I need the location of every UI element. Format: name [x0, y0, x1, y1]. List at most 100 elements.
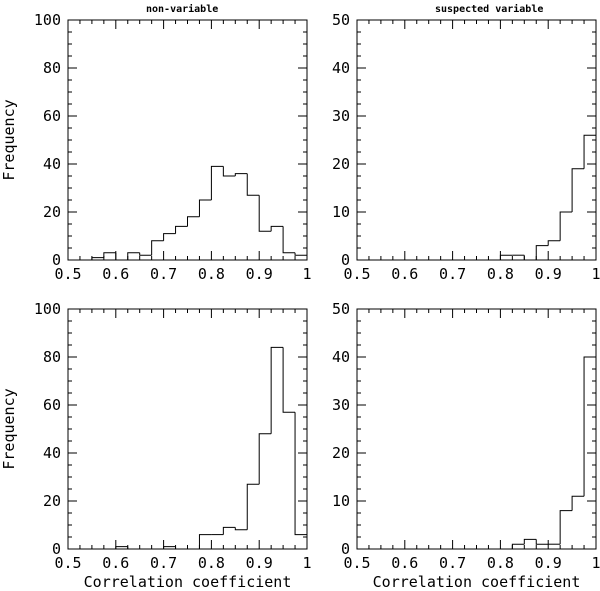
panel-non-variable: 0.5 0.6 0.7 0.8 0.9 1 0 20 40 60 80 100 non-variable…: [0, 3, 312, 283]
x-tick-label: 0.9: [535, 265, 562, 283]
histogram-bin: [258, 433, 272, 485]
histogram-bin: [583, 134, 597, 260]
x-tick-label: 0.5: [54, 554, 81, 572]
y-axis-label: Frequency: [0, 99, 18, 180]
x-tick-label: 0.8: [487, 554, 514, 572]
panel-bottom-left: 0.5 0.6 0.7 0.8 0.9 1 0 20 40 60 80 100 Frequency Cor…: [0, 300, 312, 591]
histogram-bin: [523, 255, 537, 261]
histogram-bin: [246, 173, 260, 196]
y-tick-label: 0: [341, 540, 350, 558]
y-tick-label: 20: [332, 444, 350, 462]
y-tick-label: 100: [34, 300, 61, 318]
y-tick-label: 80: [43, 59, 61, 77]
y-tick-label: 100: [34, 11, 61, 29]
y-tick-label: 40: [43, 444, 61, 462]
x-axis-label: Correlation coefficient: [373, 573, 581, 591]
histogram-bin: [523, 538, 537, 545]
histogram-bin: [210, 165, 224, 200]
y-tick-label: 60: [43, 396, 61, 414]
y-axis-label: Frequency: [0, 388, 18, 469]
histogram-bin: [187, 216, 200, 227]
histogram-bin: [535, 539, 549, 545]
x-tick-label: 0.8: [198, 554, 225, 572]
y-tick-label: 20: [332, 155, 350, 173]
x-axis-label: Correlation coefficient: [84, 573, 292, 591]
x-tick-label: 0.9: [246, 265, 273, 283]
y-tick-label: 0: [341, 251, 350, 269]
histogram-bin: [282, 347, 296, 413]
y-tick-label: 10: [332, 203, 350, 221]
histogram-bin: [258, 195, 272, 232]
x-tick-label: 0.7: [150, 554, 177, 572]
histogram-bin: [163, 233, 176, 241]
x-tick-label: 1: [591, 265, 600, 283]
x-tick-label: 0.5: [343, 554, 370, 572]
y-tick-label: 50: [332, 11, 350, 29]
y-tick-label: 0: [52, 540, 61, 558]
histogram-bin: [139, 252, 152, 256]
x-tick-label: 1: [591, 554, 600, 572]
histogram-bin: [571, 495, 585, 511]
histogram-bin: [294, 412, 308, 549]
y-tick-label: 10: [332, 492, 350, 510]
x-tick-label: 1: [302, 554, 311, 572]
histogram-bin: [559, 211, 573, 241]
histogram-bin: [127, 546, 140, 550]
x-tick-label: 0.5: [54, 265, 81, 283]
x-tick-label: 0.9: [246, 554, 273, 572]
y-tick-label: 20: [43, 203, 61, 221]
x-tick-label: 0.7: [439, 265, 466, 283]
histogram-bin: [294, 252, 308, 260]
y-tick-label: 40: [332, 59, 350, 77]
histogram-bin: [198, 199, 212, 217]
x-tick-label: 0.7: [439, 554, 466, 572]
histogram-bin: [547, 240, 561, 246]
histogram-bin: [282, 226, 296, 254]
histogram-bin: [163, 546, 176, 549]
y-tick-label: 80: [43, 348, 61, 366]
panel-title: non-variable: [146, 3, 218, 15]
histogram-bin: [535, 245, 549, 260]
x-tick-label: 0.6: [102, 554, 129, 572]
histogram-bin: [511, 543, 525, 549]
y-tick-label: 30: [332, 107, 350, 125]
y-tick-label: 40: [43, 155, 61, 173]
y-tick-label: 60: [43, 107, 61, 125]
histogram-bin: [246, 483, 260, 530]
x-tick-label: 0.6: [102, 265, 129, 283]
histogram-bin: [222, 526, 236, 535]
x-tick-label: 0.7: [150, 265, 177, 283]
panel-title: suspected variable: [435, 3, 543, 15]
histogram-bin: [151, 240, 164, 256]
x-tick-label: 0.8: [198, 265, 225, 283]
y-tick-label: 30: [332, 396, 350, 414]
y-tick-label: 0: [52, 251, 61, 269]
histogram-bin: [115, 252, 128, 261]
y-tick-label: 20: [43, 492, 61, 510]
x-tick-label: 0.6: [391, 265, 418, 283]
histogram-bin: [175, 546, 188, 550]
histogram-bin: [91, 257, 104, 260]
x-tick-label: 1: [302, 265, 311, 283]
histogram-bin: [234, 527, 248, 531]
histogram-bin: [270, 346, 284, 434]
histogram-bin: [103, 252, 116, 258]
histogram-bin: [198, 534, 212, 549]
histogram-bin: [115, 546, 128, 549]
histogram-bin: [222, 166, 236, 177]
x-tick-label: 0.5: [343, 265, 370, 283]
histogram-bin: [234, 173, 248, 176]
histogram-bin: [583, 356, 597, 549]
x-tick-label: 0.8: [487, 265, 514, 283]
histogram-bin: [571, 168, 585, 212]
histogram-bin: [270, 225, 284, 232]
histogram-bin: [127, 252, 140, 260]
y-tick-label: 50: [332, 300, 350, 318]
x-tick-label: 0.9: [535, 554, 562, 572]
histogram-bin: [559, 510, 573, 545]
histogram-bin: [499, 254, 513, 260]
y-tick-label: 40: [332, 348, 350, 366]
